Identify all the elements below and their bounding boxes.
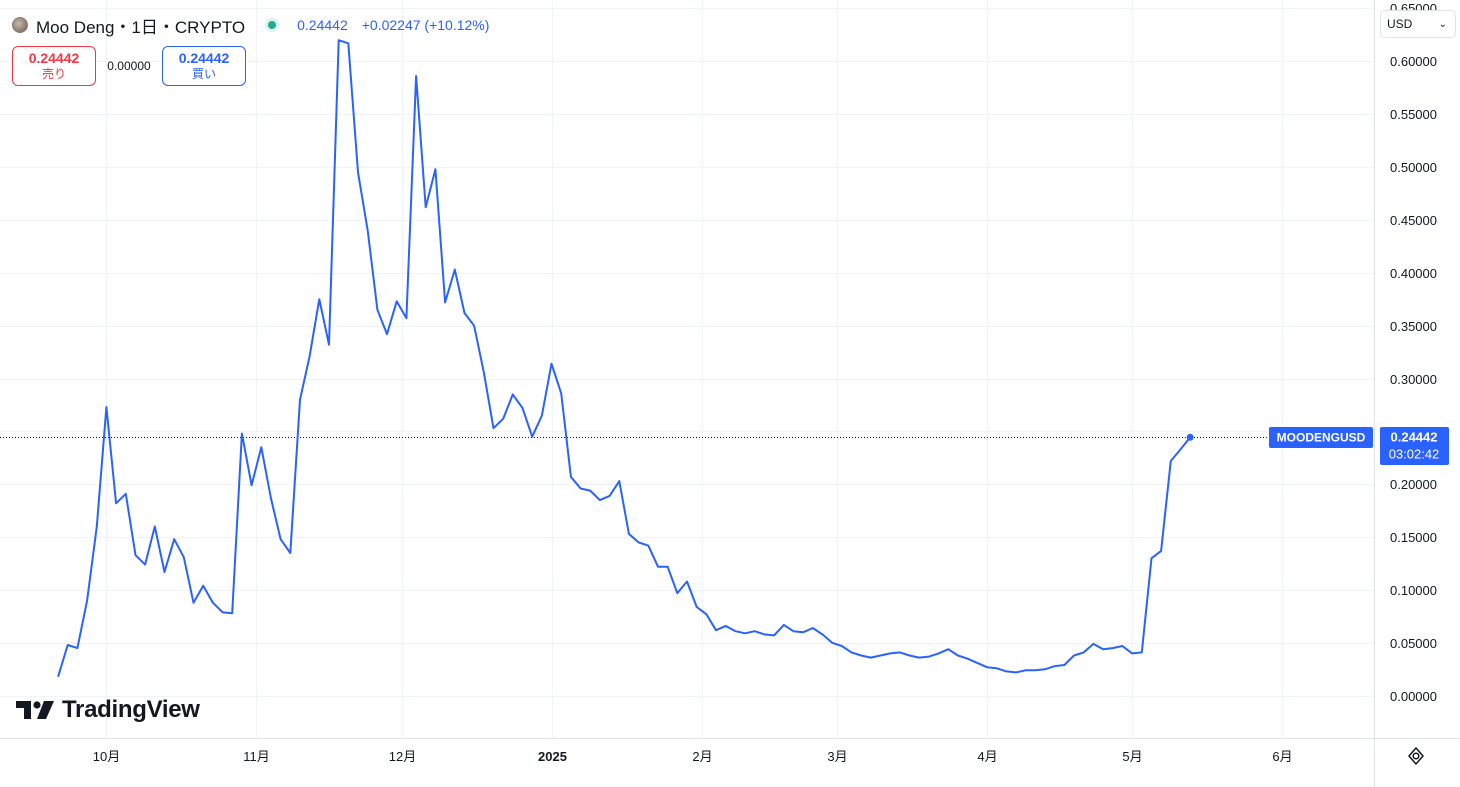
sell-price: 0.24442 [28,50,80,66]
time-axis[interactable]: 10月 11月 12月 2025 2月 3月 4月 5月 6月 [93,749,1293,764]
y-tick-label: 0.40000 [1390,266,1437,281]
chevron-down-icon: ⌄ [1438,18,1447,30]
price-change-value: +0.02247 (+10.12%) [361,17,490,33]
x-tick-label: 12月 [389,749,416,764]
currency-value: USD [1387,17,1413,31]
price-series-line[interactable] [57,39,1191,677]
y-tick-label: 0.30000 [1390,372,1437,387]
spread-value: 0.00000 [107,59,151,73]
symbol-label-text: MOODENGUSD [1277,431,1366,445]
x-tick-label: 4月 [977,749,997,764]
y-tick-label: 0.50000 [1390,160,1437,175]
sell-label: 売り [41,67,66,81]
x-tick-label: 3月 [827,749,847,764]
gear-icon [1408,747,1424,765]
y-tick-label: 0.60000 [1390,54,1437,69]
x-tick-label: 10月 [93,749,120,764]
last-price-dot [1186,433,1194,441]
tradingview-logo[interactable]: TradingView [16,696,200,724]
currency-select[interactable]: USD ⌄ [1380,10,1456,38]
symbol-label-bg [1269,427,1373,448]
market-open-dot-icon[interactable] [265,18,280,32]
price-label-value: 0.24442 [1391,430,1438,445]
x-tick-label: 2025 [538,749,567,764]
tradingview-wordmark: TradingView [62,696,200,723]
buy-price: 0.24442 [178,50,230,66]
y-tick-label: 0.10000 [1390,583,1437,598]
sell-button[interactable]: 0.24442 売り [12,46,96,86]
y-tick-label: 0.45000 [1390,213,1437,228]
chart-settings-button[interactable] [1404,744,1428,768]
y-tick-label: 0.20000 [1390,477,1437,492]
symbol-title[interactable]: Moo Deng・1日・CRYPTO [36,17,246,37]
coin-logo-icon [12,17,28,33]
buy-button[interactable]: 0.24442 買い [162,46,246,86]
price-label-bg [1380,427,1449,465]
trade-buttons: 0.24442 売り 0.00000 0.24442 買い [12,46,246,86]
x-tick-label: 5月 [1122,749,1142,764]
x-tick-label: 2月 [692,749,712,764]
y-tick-label: 0.05000 [1390,636,1437,651]
x-tick-label: 6月 [1272,749,1292,764]
y-tick-label: 0.35000 [1390,319,1437,334]
x-tick-label: 11月 [243,749,270,764]
price-label-countdown: 03:02:42 [1389,447,1440,462]
buy-label: 買い [191,67,216,81]
tradingview-mark-icon [16,701,54,719]
y-tick-label: 0.00000 [1390,689,1437,704]
last-price-label: MOODENGUSD 0.24442 03:02:42 [1269,427,1449,465]
y-tick-label: 0.15000 [1390,530,1437,545]
last-price-value: 0.24442 [297,17,348,33]
price-axis[interactable]: 0.000000.050000.100000.150000.200000.250… [1390,1,1437,704]
legend-header: Moo Deng・1日・CRYPTO 0.24442 +0.02247 (+10… [12,12,489,38]
y-tick-label: 0.55000 [1390,107,1437,122]
